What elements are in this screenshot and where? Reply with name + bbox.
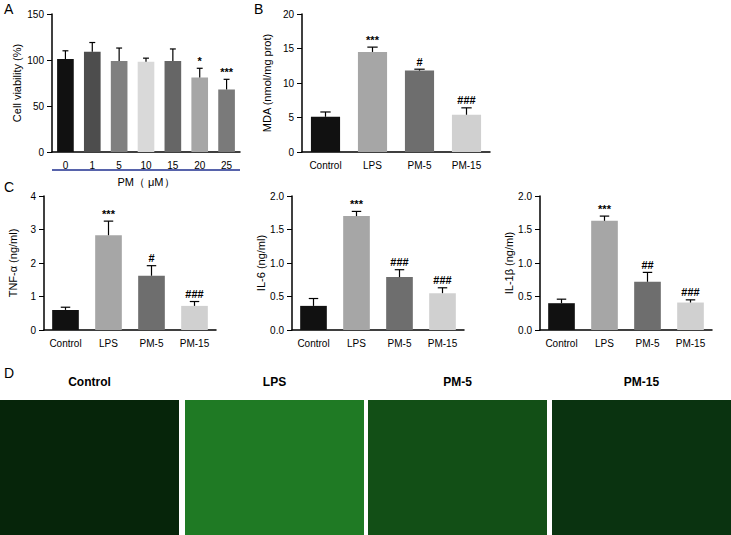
svg-text:PM-5: PM-5	[636, 338, 660, 349]
svg-text:IL-1β (ng/ml): IL-1β (ng/ml)	[503, 232, 515, 295]
svg-text:0: 0	[38, 147, 44, 158]
svg-text:10: 10	[283, 78, 295, 89]
svg-text:1.5: 1.5	[270, 224, 284, 235]
svg-text:Control: Control	[309, 160, 341, 171]
svg-text:***: ***	[350, 198, 364, 210]
svg-text:0: 0	[288, 147, 294, 158]
svg-text:PM-5: PM-5	[140, 338, 164, 349]
svg-text:TNF-α (ng/ml): TNF-α (ng/ml)	[7, 229, 19, 298]
svg-text:1.5: 1.5	[518, 224, 532, 235]
svg-text:#: #	[416, 56, 422, 68]
svg-text:***: ***	[220, 66, 234, 78]
svg-text:15: 15	[167, 160, 179, 171]
svg-text:0.0: 0.0	[270, 325, 284, 336]
svg-text:###: ###	[681, 286, 699, 298]
svg-text:LPS: LPS	[263, 375, 286, 389]
svg-text:2: 2	[30, 258, 36, 269]
svg-text:LPS: LPS	[99, 338, 118, 349]
svg-text:5: 5	[288, 112, 294, 123]
svg-text:PM-5: PM-5	[443, 375, 472, 389]
svg-text:50: 50	[33, 101, 45, 112]
svg-text:1.0: 1.0	[518, 258, 532, 269]
svg-text:*: *	[198, 55, 203, 67]
svg-text:***: ***	[598, 203, 612, 215]
svg-text:#: #	[148, 252, 154, 264]
svg-text:2.0: 2.0	[270, 191, 284, 202]
svg-text:A: A	[4, 1, 14, 17]
svg-text:100: 100	[27, 55, 44, 66]
svg-text:LPS: LPS	[363, 160, 382, 171]
svg-text:MDA (nmol/mg prot): MDA (nmol/mg prot)	[261, 34, 273, 132]
svg-text:###: ###	[390, 256, 408, 268]
svg-text:3: 3	[30, 224, 36, 235]
svg-text:15: 15	[283, 43, 295, 54]
svg-text:IL-6 (ng/ml): IL-6 (ng/ml)	[255, 235, 267, 291]
svg-text:0: 0	[63, 160, 69, 171]
svg-text:###: ###	[433, 274, 451, 286]
svg-text:Control: Control	[545, 338, 577, 349]
svg-text:25: 25	[221, 160, 233, 171]
svg-text:***: ***	[366, 34, 380, 46]
svg-text:###: ###	[457, 94, 475, 106]
svg-text:##: ##	[641, 259, 653, 271]
svg-text:LPS: LPS	[595, 338, 614, 349]
svg-text:LPS: LPS	[347, 338, 366, 349]
svg-text:PM-5: PM-5	[388, 338, 412, 349]
svg-text:Control: Control	[68, 375, 111, 389]
svg-text:C: C	[4, 179, 14, 195]
svg-text:Cell viability (%): Cell viability (%)	[11, 44, 23, 122]
svg-text:PM-15: PM-15	[428, 338, 458, 349]
svg-text:0.5: 0.5	[518, 291, 532, 302]
svg-text:150: 150	[27, 9, 44, 20]
svg-text:B: B	[254, 1, 263, 17]
svg-text:0: 0	[30, 325, 36, 336]
svg-text:###: ###	[185, 288, 203, 300]
svg-text:20: 20	[283, 9, 295, 20]
svg-text:4: 4	[30, 191, 36, 202]
svg-text:PM-15: PM-15	[676, 338, 706, 349]
svg-text:20: 20	[194, 160, 206, 171]
svg-text:0.5: 0.5	[270, 291, 284, 302]
svg-text:1: 1	[30, 291, 36, 302]
svg-text:PM-15: PM-15	[452, 160, 482, 171]
svg-text:PM-15: PM-15	[180, 338, 210, 349]
svg-text:1: 1	[90, 160, 96, 171]
svg-text:PM（ μM）: PM（ μM）	[117, 176, 174, 188]
svg-text:1.0: 1.0	[270, 258, 284, 269]
svg-text:PM-15: PM-15	[624, 375, 660, 389]
svg-text:***: ***	[102, 208, 116, 220]
svg-text:Control: Control	[297, 338, 329, 349]
svg-text:0.0: 0.0	[518, 325, 532, 336]
svg-text:PM-5: PM-5	[408, 160, 432, 171]
svg-text:2.0: 2.0	[518, 191, 532, 202]
svg-text:Control: Control	[49, 338, 81, 349]
svg-text:D: D	[4, 365, 14, 381]
svg-text:5: 5	[116, 160, 122, 171]
svg-text:10: 10	[140, 160, 152, 171]
